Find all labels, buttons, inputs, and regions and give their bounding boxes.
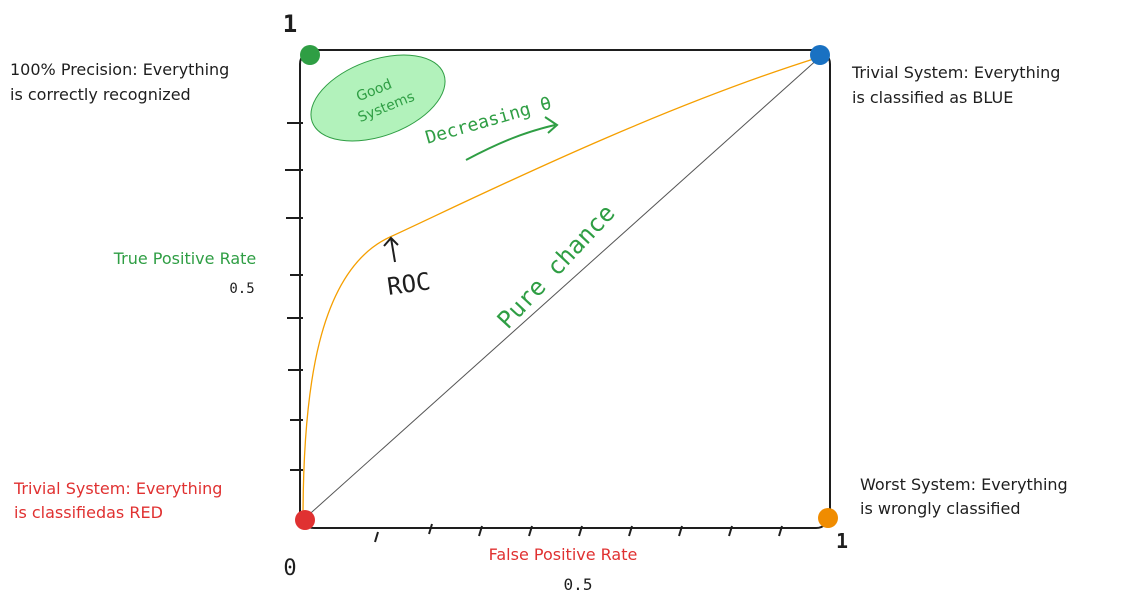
point-worst bbox=[818, 508, 838, 528]
tick bbox=[528, 525, 533, 537]
annotation: ROC bbox=[385, 267, 432, 301]
tick bbox=[478, 525, 483, 537]
x-max-label: 1 bbox=[836, 529, 848, 553]
point-all-red bbox=[295, 510, 315, 530]
corner-text: is correctly recognized bbox=[10, 85, 191, 104]
corner-text: is classifiedas RED bbox=[14, 503, 163, 522]
annotation: Pure chance bbox=[492, 199, 621, 334]
chance-line bbox=[302, 56, 821, 521]
tick bbox=[428, 523, 433, 535]
y-max-label: 1 bbox=[283, 10, 297, 38]
corner-text: is classified as BLUE bbox=[852, 88, 1013, 107]
point-all-blue bbox=[810, 45, 830, 65]
y-mid-label: 0.5 bbox=[229, 281, 254, 297]
decreasing-arrow bbox=[465, 116, 559, 161]
tick bbox=[678, 525, 683, 537]
y-ticks bbox=[285, 122, 303, 471]
origin-label: 0 bbox=[283, 556, 296, 581]
point-perfect bbox=[300, 45, 320, 65]
corner-text: Worst System: Everything bbox=[860, 475, 1068, 494]
x-mid-label: 0.5 bbox=[564, 575, 593, 594]
tick bbox=[628, 525, 633, 537]
good-systems-region bbox=[310, 54, 446, 142]
tick bbox=[778, 525, 783, 537]
tick bbox=[578, 525, 583, 537]
annotation: Decreasing θ bbox=[423, 93, 554, 149]
tick bbox=[374, 531, 379, 543]
corner-text: Trivial System: Everything bbox=[13, 479, 222, 498]
x-ticks bbox=[374, 523, 783, 543]
tick bbox=[728, 525, 733, 537]
roc-curve bbox=[302, 56, 821, 521]
corner-text: is wrongly classified bbox=[860, 499, 1021, 518]
plot-frame bbox=[299, 49, 831, 529]
corner-text: 100% Precision: Everything bbox=[10, 60, 229, 79]
corner-text: Trivial System: Everything bbox=[851, 63, 1060, 82]
y-axis-label: True Positive Rate bbox=[113, 249, 257, 268]
roc-arrow bbox=[383, 236, 399, 263]
x-axis-label: False Positive Rate bbox=[489, 545, 638, 564]
